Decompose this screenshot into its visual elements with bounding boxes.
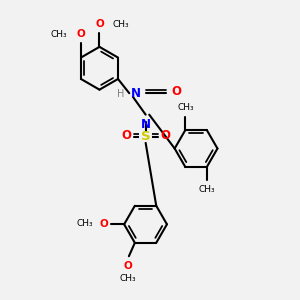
Text: CH₃: CH₃ [50, 31, 67, 40]
Text: O: O [123, 261, 132, 271]
Text: S: S [141, 130, 151, 143]
Text: N: N [141, 118, 151, 131]
Text: CH₃: CH₃ [199, 185, 215, 194]
Text: H: H [117, 89, 124, 99]
Text: O: O [121, 129, 131, 142]
Text: N: N [130, 87, 140, 100]
Text: CH₃: CH₃ [113, 20, 130, 29]
Text: O: O [76, 29, 85, 39]
Text: O: O [95, 19, 104, 29]
FancyBboxPatch shape [139, 132, 152, 142]
Text: CH₃: CH₃ [119, 274, 136, 283]
Text: O: O [99, 219, 108, 229]
Text: O: O [160, 129, 170, 142]
Text: CH₃: CH₃ [76, 219, 93, 228]
Text: CH₃: CH₃ [177, 103, 194, 112]
Text: O: O [172, 85, 182, 98]
